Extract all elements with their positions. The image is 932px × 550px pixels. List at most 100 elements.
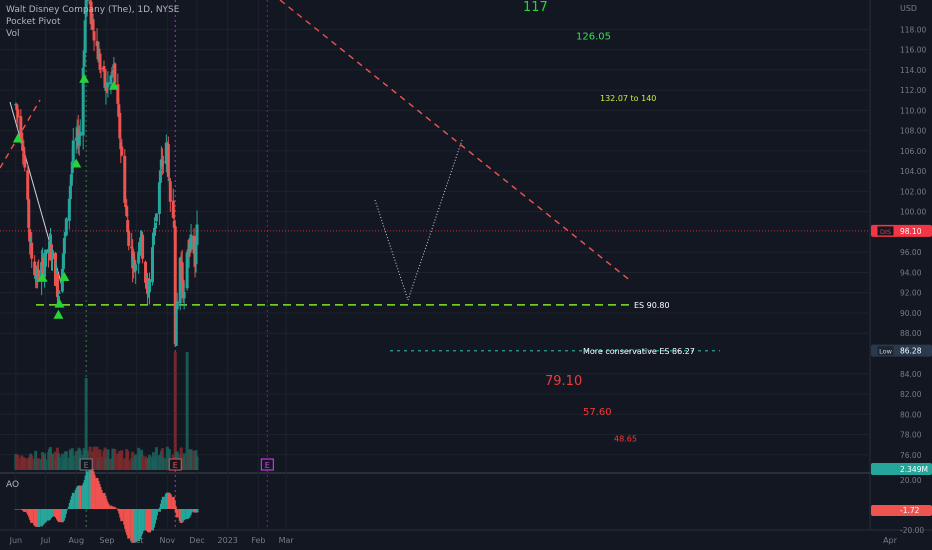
ao-tick-label: 20.00 (900, 476, 922, 485)
price-tick-label: 92.00 (900, 289, 922, 298)
candle-body (69, 174, 73, 186)
swing-line (374, 199, 409, 301)
candle-body (158, 170, 162, 183)
price-tick-label: 108.00 (900, 127, 926, 136)
candle-body (150, 247, 154, 283)
time-tick-label: Jul (40, 536, 51, 545)
candle-body (44, 249, 48, 267)
volume-bar (106, 449, 110, 470)
candle-body (138, 243, 142, 256)
earnings-marker-label: E (84, 461, 89, 470)
ao-bar (92, 474, 96, 509)
time-tick-label: Dec (189, 536, 204, 545)
candle-body (84, 0, 88, 17)
volume-bar (88, 446, 92, 470)
candle-body (147, 293, 151, 295)
ao-bar (78, 485, 82, 509)
candle-body (164, 142, 168, 164)
target-annotation: 132.07 to 140 (600, 94, 656, 103)
ao-bar (120, 509, 124, 522)
swing-line (407, 139, 463, 301)
ao-bar (173, 506, 177, 509)
ao-bar (127, 509, 131, 539)
volume-bar (103, 447, 107, 470)
time-tick-label: Apr (883, 536, 898, 545)
price-badge-value: 98.10 (900, 227, 922, 236)
earnings-marker-label: E (265, 461, 270, 470)
candle-body (161, 161, 165, 163)
time-tick-label: Sep (99, 536, 114, 545)
target-annotation: 126.05 (576, 31, 611, 42)
candle-body (96, 46, 100, 60)
volume-bar (161, 457, 165, 470)
candle-body (99, 67, 103, 70)
volume-bar (182, 453, 186, 470)
candle-body (126, 220, 130, 233)
candle-body (56, 295, 60, 301)
candle-body (68, 186, 72, 200)
pocket-pivot-marker (54, 298, 65, 308)
time-tick-label: Jun (9, 536, 23, 545)
candle-body (109, 75, 113, 85)
ao-bar (63, 509, 67, 515)
ao-bar (157, 509, 161, 512)
volume-bar (185, 352, 189, 470)
time-tick-label: Mar (279, 536, 295, 545)
legend-symbol[interactable]: Walt Disney Company (The), 1D, NYSE (6, 5, 180, 15)
candle-body (50, 250, 54, 260)
candle-body (189, 234, 193, 250)
price-tick-label: 82.00 (900, 390, 922, 399)
candle-body (113, 63, 117, 84)
candle-body (123, 155, 127, 203)
price-badge-tag (876, 345, 895, 357)
volume-bar (141, 455, 145, 470)
support-level-label: More conservative ES 86.27 (583, 347, 695, 356)
time-tick-label: Oct (130, 536, 144, 545)
price-tick-label: 88.00 (900, 329, 922, 338)
earnings-marker (79, 458, 93, 471)
ao-bar (148, 509, 152, 533)
candle-body (33, 261, 37, 276)
candle-body (160, 161, 164, 166)
price-tick-label: 96.00 (900, 248, 922, 257)
ao-bar (99, 489, 103, 509)
candle-body (40, 262, 44, 282)
price-tick-label: 106.00 (900, 147, 926, 156)
price-tick-label: 112.00 (900, 86, 926, 95)
candle-body (67, 198, 71, 221)
candle-body (175, 301, 179, 310)
candle-body (37, 269, 41, 280)
candle-body (171, 200, 175, 218)
candle-body (116, 84, 120, 104)
candle-body (127, 231, 131, 246)
candle-body (157, 182, 161, 214)
legend-volume[interactable]: Vol (6, 29, 20, 39)
ao-histogram (14, 467, 199, 543)
legend-indicator[interactable]: Pocket Pivot (6, 17, 61, 27)
ao-pane-label[interactable]: AO (6, 480, 20, 490)
candle-body (62, 238, 66, 254)
candle-body (111, 70, 115, 73)
candle-body (23, 156, 27, 168)
candle-body (103, 69, 107, 88)
volume-bar (23, 458, 27, 470)
price-tick-label: 110.00 (900, 106, 926, 115)
ao-bar (113, 507, 117, 509)
time-tick-label: Nov (160, 536, 176, 545)
candle-body (71, 140, 75, 163)
time-tick-label: Feb (251, 536, 265, 545)
candle-body (82, 50, 86, 67)
ao-bar (64, 509, 68, 511)
candle-body (15, 104, 19, 111)
candle-body (16, 109, 20, 118)
price-tick-label: 102.00 (900, 187, 926, 196)
earnings-marker (260, 458, 274, 471)
earnings-marker-label: E (173, 461, 178, 470)
volume-bar (154, 447, 158, 470)
candle-body (64, 218, 68, 236)
ao-bar (172, 500, 176, 509)
candle-body (30, 242, 34, 259)
candle-body (151, 232, 155, 245)
candle-body (21, 145, 25, 151)
